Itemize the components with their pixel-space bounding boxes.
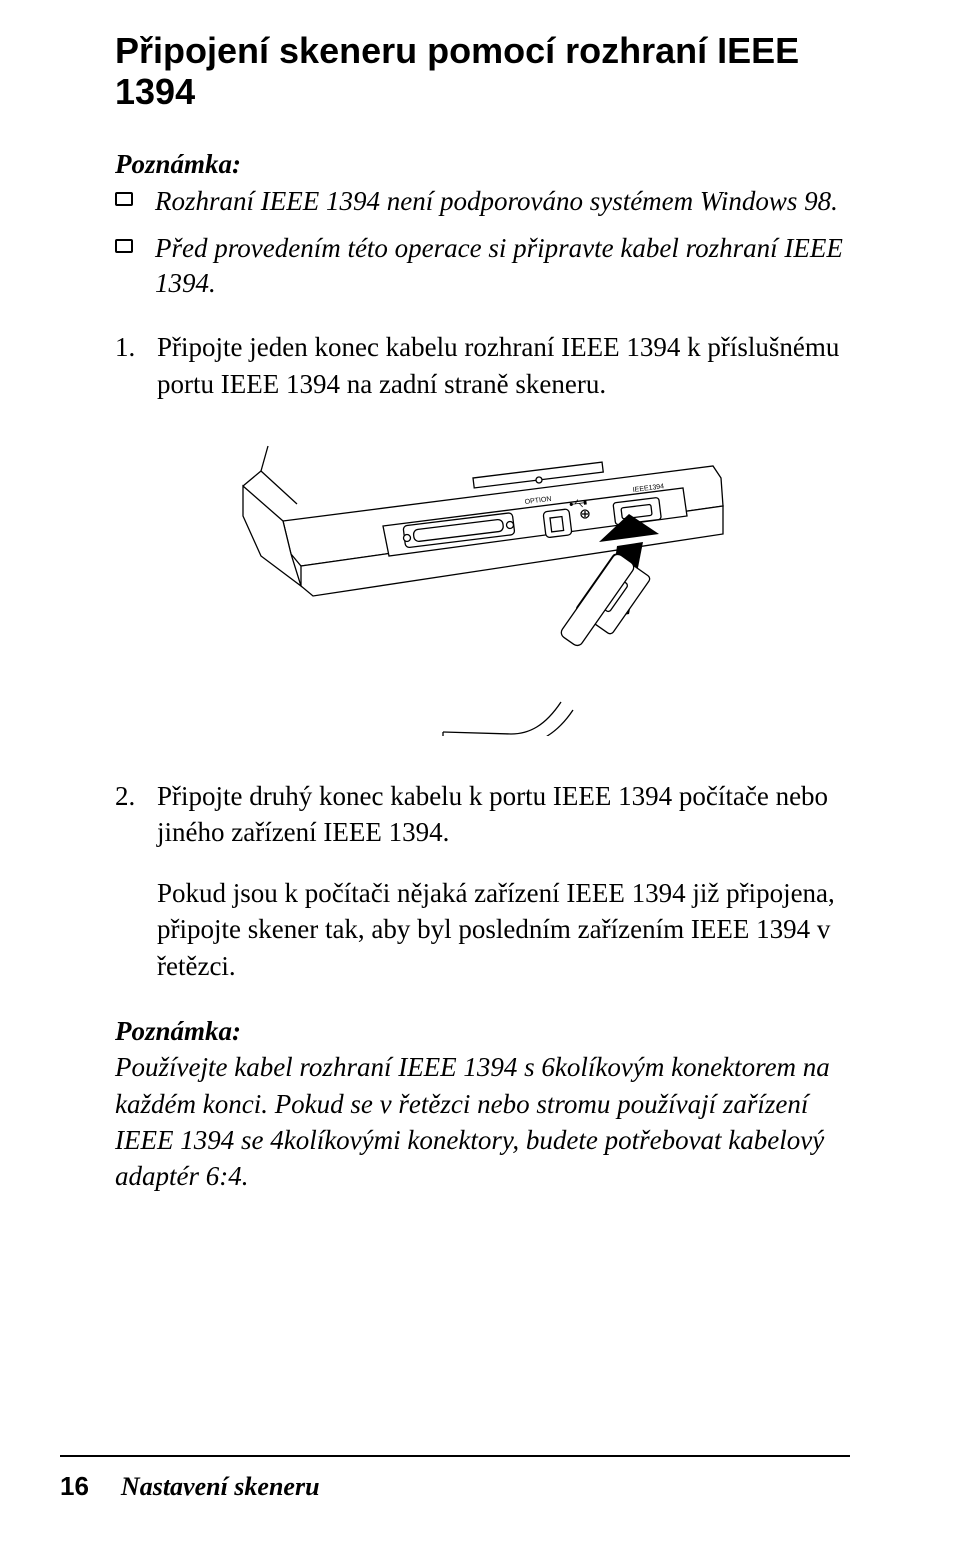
step-2-paragraph: Pokud jsou k počítači nějaká zařízení IE… [115,875,850,984]
note-item-text: Rozhraní IEEE 1394 není podporováno syst… [155,186,838,216]
note-item: Rozhraní IEEE 1394 není podporováno syst… [115,184,850,219]
step-2: 2. Připojte druhý konec kabelu k portu I… [115,778,850,851]
step-text: Připojte jeden konec kabelu rozhraní IEE… [157,329,850,402]
bullet-icon [115,239,133,253]
step-number: 2. [115,778,137,851]
page-footer: 16 Nastavení skeneru [0,1455,960,1502]
step-text: Připojte druhý konec kabelu k portu IEEE… [157,778,850,851]
page-number: 16 [60,1471,89,1502]
step-1: 1. Připojte jeden konec kabelu rozhraní … [115,329,850,402]
section-title: Nastavení skeneru [121,1472,320,1502]
note-item: Před provedením této operace si připravt… [115,231,850,301]
diagram-container: OPTION IEEE1394 [115,426,850,736]
footer-rule [60,1455,850,1457]
note-label-2: Poznámka: [115,1016,850,1047]
note-item-text: Před provedením této operace si připravt… [155,233,843,298]
note-label-1: Poznámka: [115,149,850,180]
note-2-body: Používejte kabel rozhraní IEEE 1394 s 6k… [115,1049,850,1195]
note-2: Poznámka: Používejte kabel rozhraní IEEE… [115,1016,850,1195]
scanner-rear-diagram: OPTION IEEE1394 [213,426,753,736]
note-list-1: Rozhraní IEEE 1394 není podporováno syst… [115,184,850,301]
page: Připojení skeneru pomocí rozhraní IEEE 1… [0,0,960,1560]
page-title: Připojení skeneru pomocí rozhraní IEEE 1… [115,30,850,113]
step-number: 1. [115,329,137,402]
footer-line: 16 Nastavení skeneru [60,1471,850,1502]
bullet-icon [115,192,133,206]
